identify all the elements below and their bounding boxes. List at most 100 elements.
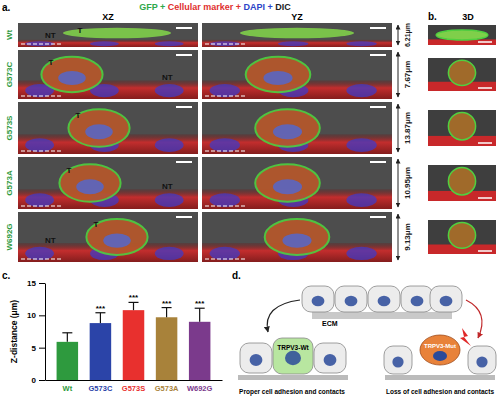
- y-tick-mark: [39, 315, 45, 316]
- arrow: [466, 300, 482, 338]
- panel-label: c.: [2, 270, 11, 281]
- gfp-cell: [255, 109, 320, 146]
- baseline-dashed: [21, 205, 63, 206]
- channel-legend-item: DAPI: [244, 2, 266, 12]
- error-stem: [100, 313, 101, 323]
- cell-nucleus: [324, 354, 337, 366]
- mut-label: TRPV3-Mut: [424, 343, 456, 349]
- gfp-cell: [59, 164, 120, 201]
- cell-body: [401, 286, 433, 312]
- nucleus: [346, 138, 376, 152]
- ecm-label: ECM: [322, 320, 338, 327]
- bar-chart: c.051015WtG573CG573SG573AW692GZ-distance…: [2, 270, 223, 393]
- cell-tag: T: [77, 26, 82, 35]
- cell-body: [368, 286, 400, 312]
- micrograph-bg: [18, 50, 198, 99]
- wt-caption: Proper cell adhesion and contacts: [239, 388, 345, 396]
- render-cell: [448, 168, 475, 195]
- nucleus: [90, 41, 119, 46]
- bars: [57, 302, 211, 380]
- error-bar: [62, 333, 72, 342]
- render-bg: [428, 110, 496, 146]
- cell-tag: NT: [162, 182, 173, 191]
- z-distance-label: 6.21μm: [404, 23, 412, 47]
- scale-bar: [370, 161, 386, 163]
- z-arrow: [398, 214, 399, 260]
- render-cell: [448, 60, 475, 85]
- y-tick-label: 0: [32, 376, 37, 385]
- nucleus: [210, 138, 240, 152]
- cell-tag: NT: [45, 31, 56, 40]
- z-distance-label: 13.87μm: [403, 112, 412, 144]
- baseline-dashed: [205, 205, 247, 206]
- bar: [189, 322, 211, 380]
- arrow: [267, 300, 300, 332]
- nucleus: [273, 124, 302, 139]
- render-cell: [448, 113, 475, 140]
- significance: ***: [129, 293, 139, 302]
- significance: ***: [195, 299, 205, 308]
- gfp-cell: [240, 28, 354, 39]
- micrograph-bg: [202, 212, 392, 262]
- baseline-dashed: [21, 43, 63, 44]
- marker-layer: [18, 40, 198, 47]
- error-stem: [166, 308, 167, 318]
- image-row: G573CTNT7.67μm: [5, 50, 496, 99]
- nucleus: [346, 41, 376, 46]
- cell: [384, 346, 412, 374]
- cell-body: [468, 346, 496, 374]
- z-distance-label: 10.95μm: [403, 167, 412, 199]
- cell-body: [335, 286, 367, 312]
- scale-bar: [478, 197, 492, 199]
- cell: [273, 338, 313, 374]
- gfp-cell: [255, 164, 320, 201]
- ecm-layer: [385, 375, 495, 380]
- panel-label: b.: [428, 11, 437, 22]
- gfp-cell: [265, 219, 330, 255]
- scale-bar: [478, 142, 492, 144]
- scale-bar: [176, 54, 192, 56]
- scale-bar: [478, 250, 492, 252]
- nucleus: [155, 41, 184, 46]
- baseline-dashed: [205, 150, 247, 151]
- nucleus: [103, 233, 131, 247]
- gfp-cell: [41, 57, 102, 92]
- channel-legend-item: +: [233, 2, 243, 12]
- error-stem: [199, 308, 200, 322]
- cell-nucleus: [250, 354, 263, 366]
- micrograph-bg: [18, 157, 198, 209]
- significance: ***: [162, 299, 172, 308]
- render-cell: [436, 30, 488, 40]
- micrograph-bg: [202, 157, 392, 209]
- nucleus: [282, 233, 311, 247]
- x-axis: WtG573CG573SG573AW692G: [46, 380, 223, 393]
- channel-legend: GFP + Cellular marker + DAPI + DIC: [139, 2, 291, 12]
- gfp-cell: [246, 57, 311, 92]
- nucleus: [210, 247, 240, 260]
- baseline-dashed: [21, 95, 63, 96]
- z-arrow: [398, 25, 399, 45]
- micrograph-bg: [202, 50, 392, 99]
- scale-bar: [370, 54, 386, 56]
- z-arrow: [398, 52, 399, 97]
- cell: [240, 343, 272, 373]
- nucleus: [346, 193, 376, 207]
- channel-legend-item: GFP: [139, 2, 157, 12]
- nucleus: [210, 84, 240, 97]
- channel-legend-item: DIC: [275, 2, 291, 12]
- y-tick: 5: [32, 344, 45, 353]
- error-bar: [195, 308, 205, 322]
- panel-label: a.: [2, 2, 11, 13]
- cell-body: [430, 286, 462, 312]
- y-tick-label: 10: [27, 311, 36, 320]
- render-cell: [448, 222, 475, 248]
- y-tick-mark: [39, 283, 45, 284]
- nucleus: [155, 138, 184, 152]
- mut-caption: Loss of cell adhesion and contacts: [386, 388, 494, 395]
- channel-legend-item: +: [157, 2, 167, 12]
- x-tick: G573S: [122, 380, 145, 393]
- render-bg: [428, 58, 496, 91]
- y-tick: 10: [27, 311, 45, 320]
- cell: [335, 286, 367, 312]
- nucleus: [76, 179, 104, 194]
